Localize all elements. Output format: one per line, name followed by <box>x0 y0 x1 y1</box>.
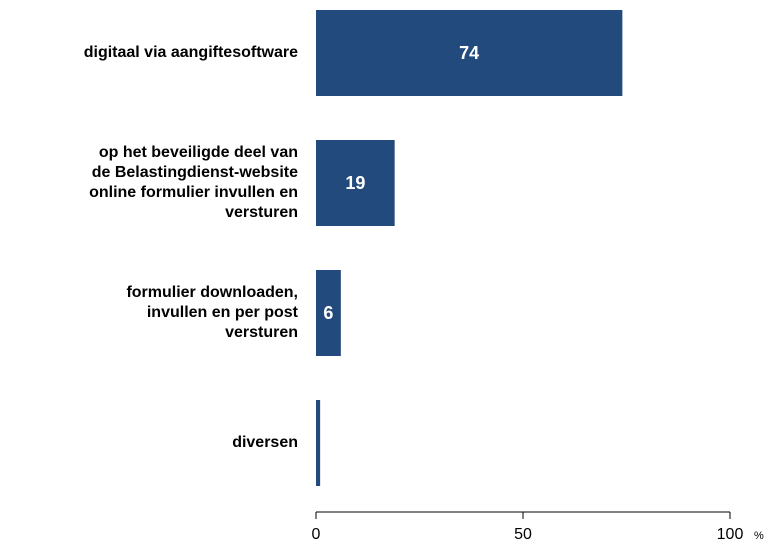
category-label: digitaal via aangiftesoftware <box>83 44 298 61</box>
bar <box>316 400 321 486</box>
bar <box>316 10 623 96</box>
x-unit: % <box>754 530 764 542</box>
category-label: formulier downloaden, invullen en per po… <box>126 284 298 341</box>
bar <box>316 270 341 356</box>
category-label: op het beveiligde deel van de Belastingd… <box>89 144 298 221</box>
value-label: 74 <box>459 43 479 63</box>
bar <box>316 140 395 226</box>
x-tick-label: 50 <box>514 526 532 543</box>
value-label: 19 <box>345 173 365 193</box>
x-tick-label: 0 <box>312 526 321 543</box>
x-tick-label: 100 <box>717 526 744 543</box>
category-label: diversen <box>232 434 298 451</box>
value-label: 6 <box>323 303 333 323</box>
